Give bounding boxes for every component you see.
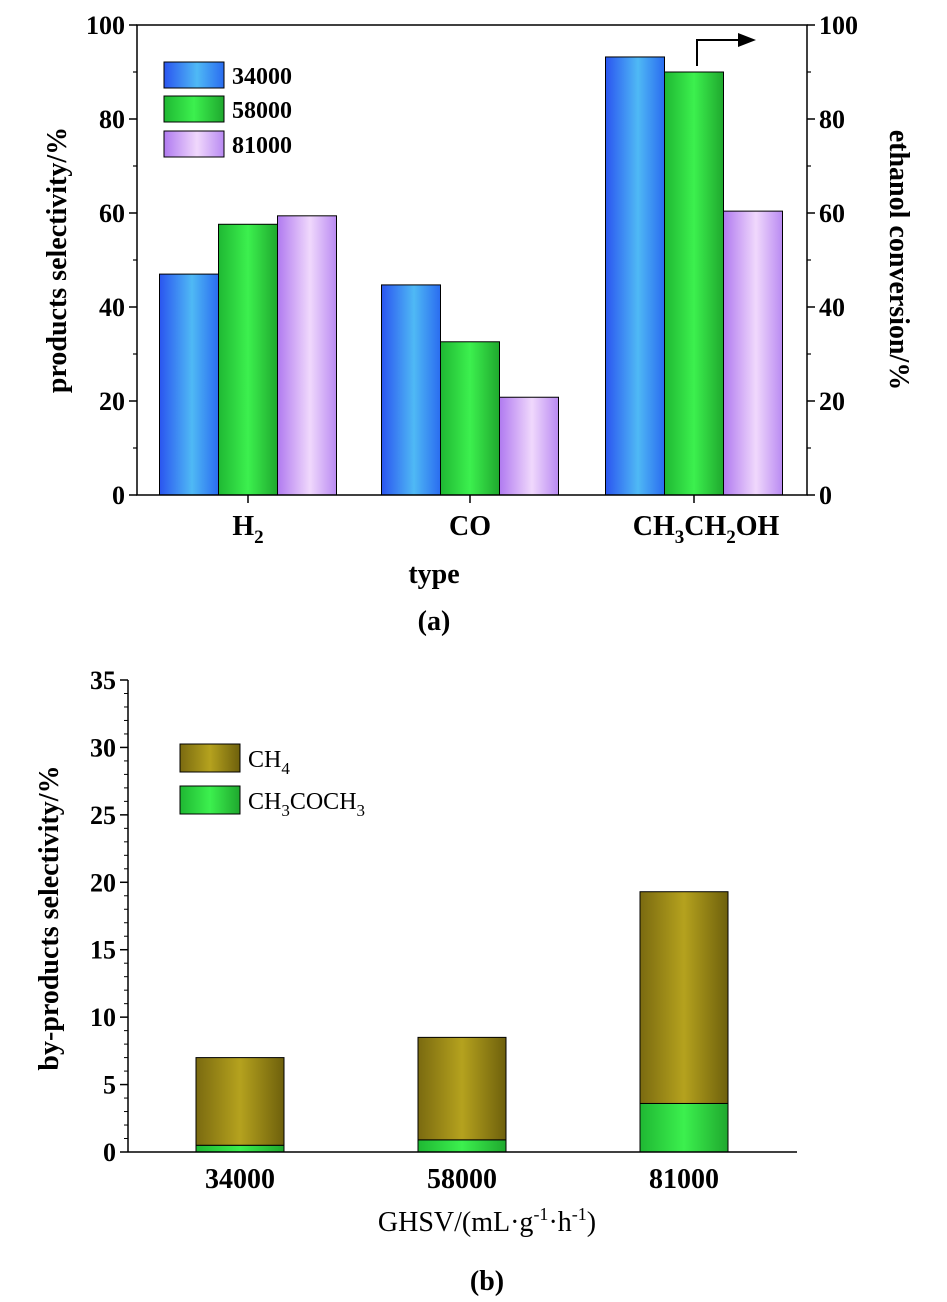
panel-b-x-axis-title: GHSV/(mL·g-1·h-1) <box>378 1204 596 1238</box>
panel-a-y2-axis-title: ethanol conversion/% <box>883 130 914 391</box>
panel-b: 0 5 10 15 20 25 30 35 34000 58000 81000 by-produc… <box>34 666 797 1297</box>
panel-a-legend: 34000 58000 81000 <box>163 61 292 159</box>
bar-58000-cat1 <box>440 341 500 496</box>
panel-b-y-axis-title: by-products selectivity/% <box>34 765 65 1070</box>
bar-34000-cat2 <box>605 56 665 496</box>
legend-swatch-34000 <box>163 61 225 89</box>
right-tick-label: 80 <box>819 105 845 134</box>
y-tick-label: 25 <box>90 801 116 830</box>
legend-label-ch4: CH4 <box>248 747 290 778</box>
y-tick-label: 20 <box>90 868 116 897</box>
category-label-h2: H2 <box>232 511 263 548</box>
legend-label-ch3coch3: CH3COCH3 <box>248 789 365 820</box>
panel-a-bars <box>159 56 783 496</box>
x-category-label: 81000 <box>649 1164 719 1195</box>
legend-label-81000: 81000 <box>232 133 292 159</box>
bar-58000-cat2 <box>664 71 724 496</box>
y-tick-label: 35 <box>90 666 116 695</box>
category-label-co: CO <box>449 511 491 542</box>
panel-a-category-labels: H2 CO CH3CH2OH <box>232 495 779 548</box>
panel-a: 0 20 40 60 80 100 0 20 40 60 80 100 H2 CO CH3CH2OH p… <box>42 11 914 637</box>
right-axis-arrow-icon <box>696 33 756 66</box>
bar-81000-cat0 <box>277 215 337 496</box>
y-tick-label: 30 <box>90 733 116 762</box>
bar-58000-cat0 <box>218 223 278 496</box>
panel-b-bars <box>195 891 729 1153</box>
left-tick-label: 60 <box>99 199 125 228</box>
legend-label-58000: 58000 <box>232 98 292 124</box>
x-category-label: 58000 <box>427 1164 497 1195</box>
left-tick-label: 80 <box>99 105 125 134</box>
right-tick-label: 100 <box>819 11 858 40</box>
left-tick-label: 100 <box>86 11 125 40</box>
stacked-bar-CH3COCH3-58000 <box>417 1139 507 1153</box>
stacked-bar-CH4-81000 <box>639 891 729 1104</box>
stacked-bar-CH3COCH3-81000 <box>639 1102 729 1153</box>
stacked-bar-CH4-58000 <box>417 1036 507 1141</box>
right-tick-label: 20 <box>819 387 845 416</box>
bar-34000-cat1 <box>381 284 441 496</box>
legend-swatch-58000 <box>163 95 225 123</box>
panel-b-legend: CH4 CH3COCH3 <box>179 743 365 820</box>
panel-a-label: (a) <box>418 606 451 637</box>
panel-b-y-ticks: 0 5 10 15 20 25 30 35 <box>90 666 128 1167</box>
right-tick-label: 40 <box>819 293 845 322</box>
y-tick-label: 5 <box>103 1071 116 1100</box>
legend-label-34000: 34000 <box>232 64 292 90</box>
bar-34000-cat0 <box>159 273 219 496</box>
stacked-bar-CH4-34000 <box>195 1057 285 1146</box>
legend-swatch-81000 <box>163 130 225 158</box>
bar-81000-cat1 <box>499 396 559 496</box>
stacked-bar-CH3COCH3-34000 <box>195 1144 285 1153</box>
left-tick-label: 20 <box>99 387 125 416</box>
y-tick-label: 0 <box>103 1138 116 1167</box>
category-label-ch3ch2oh: CH3CH2OH <box>633 511 780 548</box>
left-tick-label: 0 <box>112 481 125 510</box>
panel-b-category-labels: 34000 58000 81000 <box>205 1164 719 1195</box>
left-tick-label: 40 <box>99 293 125 322</box>
panel-b-label: (b) <box>470 1266 504 1297</box>
right-tick-label: 60 <box>819 199 845 228</box>
panel-a-x-axis-title: type <box>408 559 459 590</box>
panel-a-left-ticks: 0 20 40 60 80 100 <box>86 11 137 510</box>
legend-swatch-ch4 <box>179 743 241 773</box>
x-category-label: 34000 <box>205 1164 275 1195</box>
panel-a-right-ticks: 0 20 40 60 80 100 <box>807 11 858 510</box>
y-tick-label: 15 <box>90 936 116 965</box>
right-tick-label: 0 <box>819 481 832 510</box>
y-tick-label: 10 <box>90 1003 116 1032</box>
panel-a-y-axis-title: products selectivity/% <box>42 127 73 393</box>
bar-81000-cat2 <box>723 210 783 496</box>
legend-swatch-ch3coch3 <box>179 785 241 815</box>
